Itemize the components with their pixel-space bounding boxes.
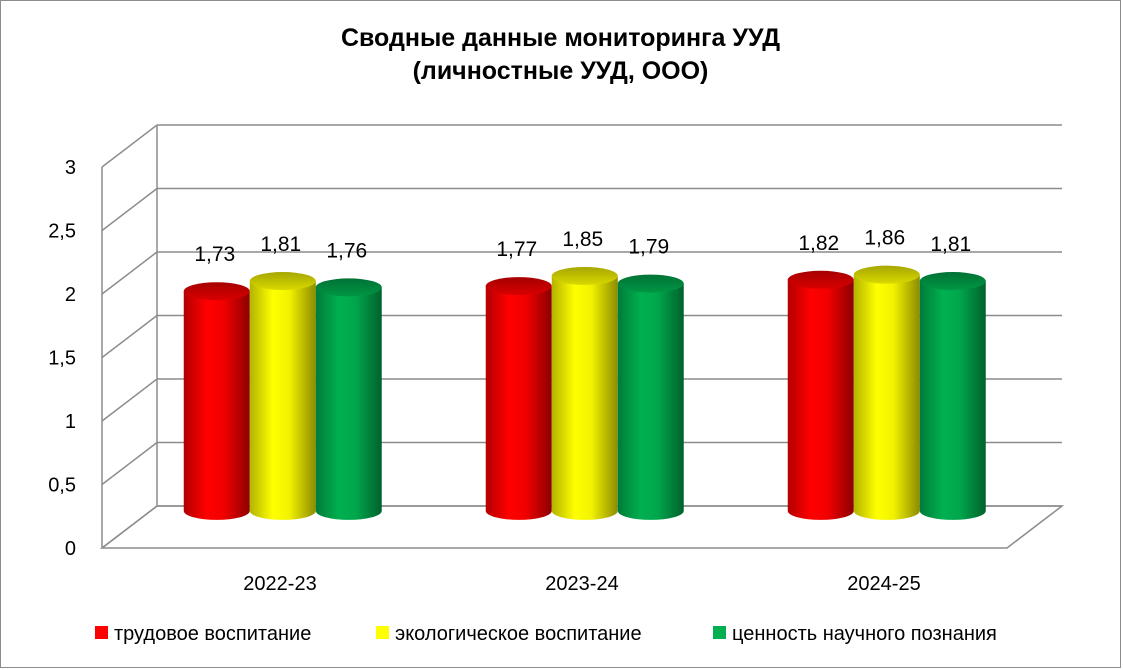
side-gridline [101, 441, 158, 486]
bar-body [853, 274, 920, 520]
side-gridline [101, 187, 158, 232]
legend-label: экологическое воспитание [395, 623, 642, 645]
legend-entry: экологическое воспитание [376, 623, 642, 645]
legend-swatch [376, 626, 389, 639]
bar-top [853, 265, 920, 284]
data-label: 1,79 [628, 236, 669, 259]
bar-body [551, 275, 618, 520]
x-tick-label: 2022-23 [243, 573, 316, 595]
bar [183, 282, 250, 520]
y-tick-label: 0,5 [48, 475, 76, 497]
data-label: 1,86 [864, 227, 905, 250]
bar-body [787, 279, 854, 520]
chart-title-line1: Сводные данные мониторинга УУД [340, 24, 781, 52]
data-label: 1,81 [930, 233, 971, 256]
bar-top [249, 272, 316, 291]
bar-body [919, 281, 986, 520]
y-tick-label: 2 [65, 284, 76, 306]
y-tick-label: 1,5 [48, 348, 76, 370]
bar-body [485, 286, 552, 520]
x-tick-label: 2023-24 [545, 573, 618, 595]
y-tick-label: 3 [65, 157, 76, 179]
legend-label: ценность научного познания [732, 623, 997, 645]
bar-top [787, 270, 854, 289]
data-label: 1,77 [496, 238, 537, 261]
data-label: 1,85 [562, 228, 603, 251]
y-tick-label: 0 [65, 538, 76, 560]
bar-top [183, 282, 250, 301]
y-tick-label: 2,5 [48, 221, 76, 243]
legend-swatch [95, 626, 108, 639]
side-gridline [101, 251, 158, 295]
legend-swatch [713, 626, 726, 639]
data-label: 1,82 [798, 232, 839, 255]
bars [183, 265, 986, 520]
floor [99, 505, 1065, 549]
legend-label: трудовое воспитание [114, 623, 311, 645]
bar-top [485, 277, 552, 296]
bar-top [919, 272, 986, 291]
data-label: 1,76 [326, 239, 367, 262]
y-tick-label: 1 [65, 411, 76, 433]
legend-entry: трудовое воспитание [95, 623, 311, 645]
bar [551, 266, 618, 520]
bar [919, 272, 986, 520]
data-label: 1,73 [194, 243, 235, 266]
bar-body [315, 287, 382, 520]
side-gridline [101, 314, 158, 359]
bar-body [617, 283, 684, 520]
side-gridline [101, 378, 158, 422]
bar [853, 265, 920, 520]
chart-title-line2: (личностные УУД, ООО) [412, 57, 709, 85]
data-labels: 2022-23 1,73 1,81 1,76 2023-24 1,77 1,85 1,79 20… [194, 227, 971, 595]
bar [485, 277, 552, 520]
side-gridline [101, 124, 158, 168]
data-label: 1,81 [260, 233, 301, 256]
bar-top [617, 274, 684, 293]
bar [315, 278, 382, 520]
bar-body [183, 291, 250, 520]
legend: трудовое воспитание экологическое воспита… [95, 623, 997, 645]
bar [249, 272, 316, 520]
bar [617, 274, 684, 520]
bar-top [315, 278, 382, 297]
x-tick-label: 2024-25 [847, 573, 920, 595]
bar-top [551, 266, 618, 285]
bar [787, 270, 854, 520]
chart-title: Сводные данные мониторинга УУД (личностн… [0, 22, 1121, 88]
legend-entry: ценность научного познания [713, 623, 997, 645]
bar-body [249, 281, 316, 520]
